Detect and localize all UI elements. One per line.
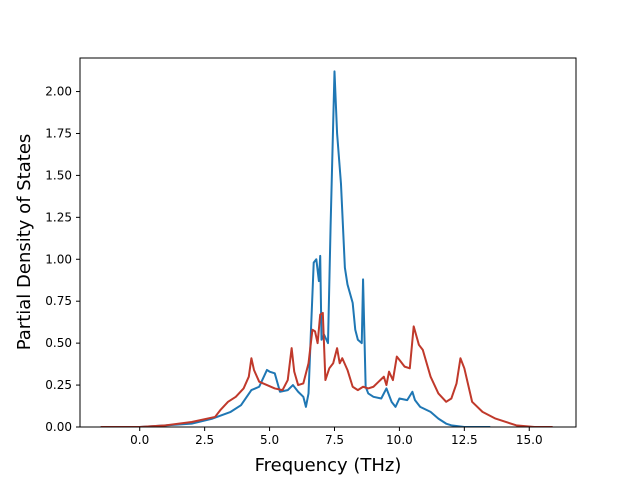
x-axis-label: Frequency (THz): [255, 455, 402, 476]
series-line-2: [100, 311, 553, 427]
x-tick-label: 7.5: [325, 433, 344, 447]
x-tick-label: 0.0: [130, 433, 149, 447]
series-line-1: [100, 70, 491, 427]
axes-frame: [79, 57, 577, 428]
y-tick-label: 0.50: [45, 336, 72, 350]
y-tick-label: 1.75: [45, 126, 72, 140]
y-tick-label: 2.00: [45, 85, 72, 99]
x-tick-label: 15.0: [516, 433, 543, 447]
y-axis-label: Partial Density of States: [14, 134, 35, 351]
plot-area: 0.0 2.5 5.0 7.5 10.0 12.5 15.0 0.00 0.25 0.50 0.75…: [45, 57, 577, 447]
y-tick-label: 0.75: [45, 294, 72, 308]
x-tick-label: 10.0: [386, 433, 413, 447]
y-tick-label: 0.00: [45, 420, 72, 434]
y-tick-label: 1.00: [45, 252, 72, 266]
y-tick-label: 1.25: [45, 210, 72, 224]
x-tick-label: 2.5: [195, 433, 214, 447]
y-tick-label: 1.50: [45, 168, 72, 182]
x-tick-label: 5.0: [260, 433, 279, 447]
y-tick-label: 0.25: [45, 378, 72, 392]
x-tick-label: 12.5: [451, 433, 478, 447]
